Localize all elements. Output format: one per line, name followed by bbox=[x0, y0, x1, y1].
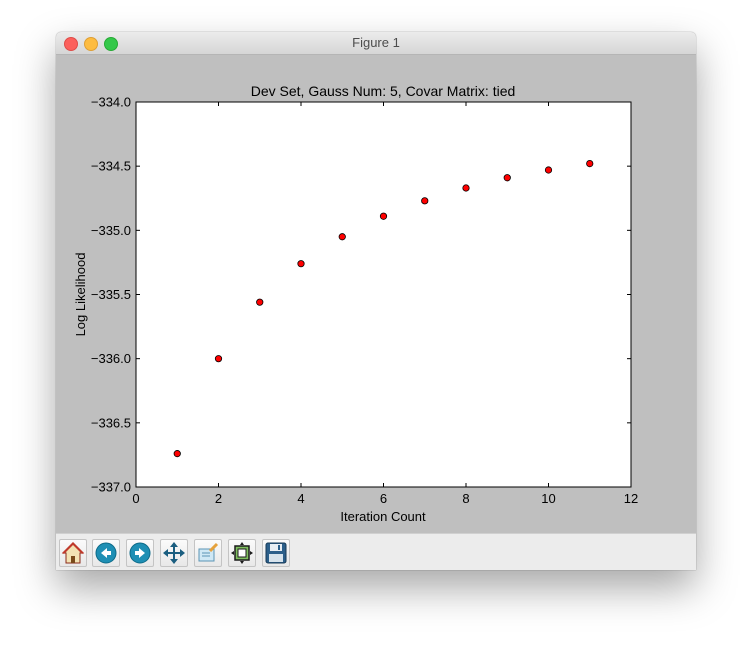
data-point bbox=[256, 298, 264, 306]
subplots-config-icon bbox=[231, 542, 253, 564]
maximize-button[interactable] bbox=[104, 37, 118, 51]
configure-subplots-button[interactable] bbox=[228, 539, 256, 567]
figure-window: Figure 1 Dev Set, Gauss Num: 5, Covar Ma… bbox=[56, 32, 696, 570]
y-tick-label: −336.5 bbox=[91, 415, 131, 430]
data-point bbox=[421, 197, 429, 205]
home-button[interactable] bbox=[59, 539, 87, 567]
x-tick-label: 12 bbox=[624, 491, 638, 506]
window-title: Figure 1 bbox=[352, 35, 400, 50]
close-button[interactable] bbox=[64, 37, 78, 51]
data-point bbox=[338, 233, 346, 241]
y-tick-label: −336.0 bbox=[91, 351, 131, 366]
zoom-button[interactable] bbox=[194, 539, 222, 567]
x-tick-label: 8 bbox=[462, 491, 469, 506]
x-axis-label: Iteration Count bbox=[340, 509, 426, 524]
data-point bbox=[173, 450, 181, 458]
plot-area bbox=[135, 101, 632, 488]
home-icon bbox=[61, 542, 85, 564]
x-tick-label: 0 bbox=[132, 491, 139, 506]
pan-move-icon bbox=[163, 542, 185, 564]
forward-arrow-icon bbox=[129, 542, 151, 564]
back-arrow-icon bbox=[95, 542, 117, 564]
data-point bbox=[462, 184, 470, 192]
data-point bbox=[297, 260, 305, 268]
data-point bbox=[214, 355, 223, 363]
x-tick-label: 10 bbox=[541, 491, 555, 506]
y-tick-label: −335.0 bbox=[91, 223, 131, 238]
x-tick-label: 6 bbox=[380, 491, 387, 506]
data-point bbox=[544, 166, 553, 174]
figure-canvas[interactable]: Dev Set, Gauss Num: 5, Covar Matrix: tie… bbox=[56, 55, 696, 533]
scatter-chart: Dev Set, Gauss Num: 5, Covar Matrix: tie… bbox=[73, 83, 638, 524]
y-tick-label: −334.5 bbox=[91, 159, 131, 174]
forward-button[interactable] bbox=[126, 539, 154, 567]
chart-title: Dev Set, Gauss Num: 5, Covar Matrix: tie… bbox=[251, 83, 516, 99]
navigation-toolbar bbox=[56, 533, 696, 570]
y-tick-label: −334.0 bbox=[91, 95, 131, 110]
data-point bbox=[586, 160, 594, 168]
y-tick-label: −337.0 bbox=[91, 480, 131, 495]
back-button[interactable] bbox=[92, 539, 120, 567]
data-point bbox=[379, 212, 388, 220]
save-floppy-icon bbox=[265, 542, 287, 564]
pan-button[interactable] bbox=[160, 539, 188, 567]
data-point bbox=[503, 174, 511, 182]
zoom-rect-icon bbox=[198, 542, 219, 562]
y-axis-label: Log Likelihood bbox=[73, 253, 88, 337]
y-tick-label: −335.5 bbox=[91, 287, 131, 302]
minimize-button[interactable] bbox=[84, 37, 98, 51]
title-bar[interactable]: Figure 1 bbox=[56, 32, 696, 55]
x-tick-label: 2 bbox=[215, 491, 222, 506]
x-tick-label: 4 bbox=[297, 491, 304, 506]
save-button[interactable] bbox=[262, 539, 290, 567]
